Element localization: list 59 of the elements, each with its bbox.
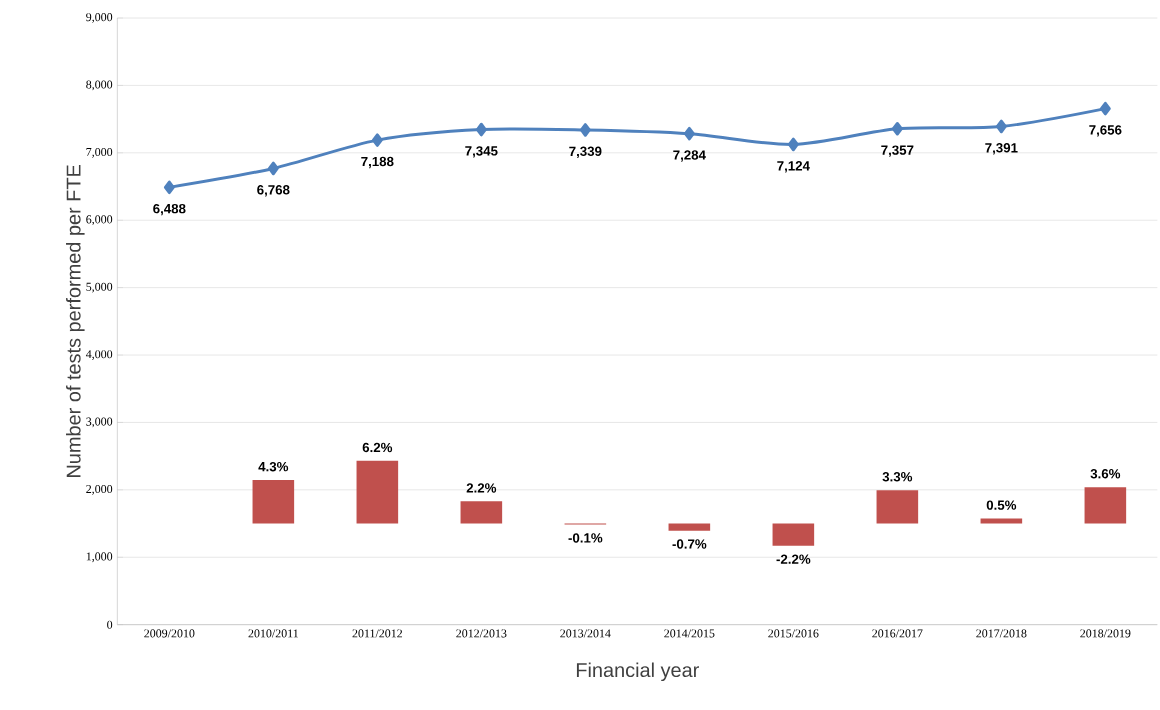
data-label: 7,656 [1089,125,1122,137]
data-label: 7,124 [777,161,810,173]
y-tick-label: 2,000 [86,484,113,495]
data-label: 0.5% [986,500,1017,510]
y-tick-label: 9,000 [86,13,113,23]
bar [772,523,815,546]
data-label: -0.1% [568,533,603,543]
bar [876,490,919,524]
data-label: 4.3% [258,461,289,472]
data-label: -0.7% [672,539,707,549]
data-label: 6,488 [153,203,186,216]
y-axis-title: Number of tests performed per FTE [66,164,85,477]
data-label: 6.2% [362,442,393,453]
data-label: 7,188 [361,156,394,169]
x-tick-label: 2018/2019 [1080,629,1131,638]
x-tick-label: 2010/2011 [248,629,298,638]
point [163,180,175,195]
x-tick-label: 2009/2010 [144,629,195,638]
data-label: 6,768 [257,185,290,197]
bar [1084,487,1127,524]
y-tick-label: 0 [107,620,113,629]
data-label: -2.2% [776,554,811,564]
point [891,121,903,136]
bar [980,518,1023,524]
x-tick-label: 2017/2018 [976,629,1027,638]
y-tick-label: 7,000 [86,147,113,158]
x-tick-label: 2013/2014 [560,629,611,638]
data-label: 3.3% [882,472,913,482]
data-label: 2.2% [466,483,497,493]
bar [356,460,399,524]
y-tick-label: 6,000 [86,215,113,226]
point [787,137,799,152]
data-label: 7,339 [569,146,602,158]
point [995,119,1007,134]
bar [252,480,295,524]
bar [668,523,711,531]
point [371,133,383,147]
data-label: 7,391 [985,143,1018,155]
point [683,126,695,141]
point [267,161,279,176]
data-label: 7,345 [465,146,498,158]
y-tick-label: 4,000 [85,350,113,360]
x-axis-title: Financial year [576,662,699,682]
data-label: 3.6% [1090,469,1121,479]
point [475,122,487,137]
point [579,123,591,137]
y-tick-label: 3,000 [86,417,113,428]
x-tick-label: 2014/2015 [664,629,715,638]
bar [460,501,503,524]
y-tick-label: 1,000 [86,552,113,563]
x-tick-label: 2011/2012 [352,629,403,638]
y-tick-label: 5,000 [86,282,113,293]
point [1099,101,1111,116]
x-tick-label: 2016/2017 [872,629,923,638]
data-label: 7,357 [881,145,914,157]
x-tick-label: 2015/2016 [768,629,819,638]
data-label: 7,284 [673,150,706,162]
y-tick-label: 8,000 [86,80,113,91]
x-tick-label: 2012/2013 [456,629,507,638]
